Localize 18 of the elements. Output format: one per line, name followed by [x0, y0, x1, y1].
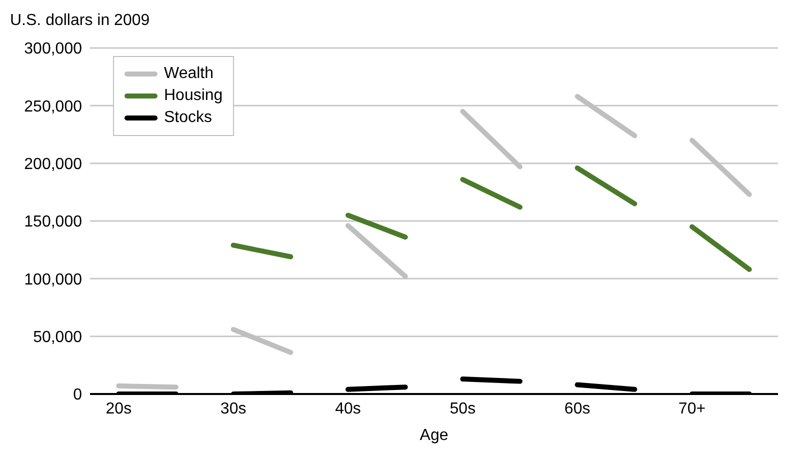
- y-tick-label: 250,000: [24, 98, 82, 116]
- legend-label: Wealth: [164, 65, 214, 83]
- x-axis-title: Age: [420, 427, 448, 444]
- y-tick-label: 300,000: [24, 40, 82, 58]
- x-tick-label: 70+: [678, 400, 706, 418]
- y-tick-label: 100,000: [24, 271, 82, 288]
- x-tick-label: 20s: [106, 400, 132, 418]
- legend-label: Housing: [164, 87, 223, 105]
- y-tick-label: 50,000: [33, 329, 82, 346]
- x-tick-label: 40s: [335, 400, 361, 418]
- y-axis-title: U.S. dollars in 2009: [10, 12, 150, 30]
- x-tick-label: 30s: [220, 400, 246, 418]
- x-tick-label: 50s: [450, 400, 476, 418]
- x-tick-label: 60s: [564, 400, 590, 418]
- y-tick-label: 200,000: [24, 156, 82, 174]
- legend-label: Stocks: [164, 109, 212, 127]
- y-tick-label: 0: [73, 386, 82, 404]
- y-tick-label: 150,000: [24, 214, 82, 231]
